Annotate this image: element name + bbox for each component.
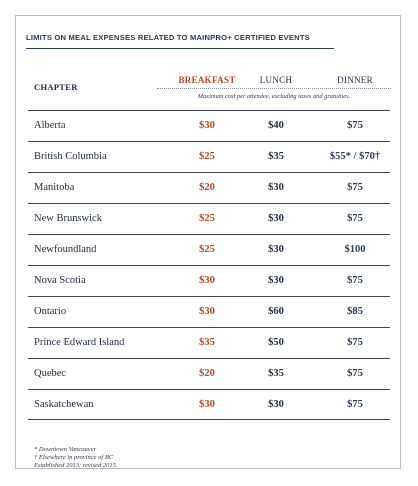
meal-limits-table-card: LIMITS ON MEAL EXPENSES RELATED TO MAINP… <box>15 15 401 469</box>
table-title: LIMITS ON MEAL EXPENSES RELATED TO MAINP… <box>26 33 310 42</box>
header-divider <box>157 88 391 89</box>
footnote-established: Established 2013; revised 2015. <box>34 462 118 469</box>
table-row: Ontario $30 $60 $85 <box>28 296 390 327</box>
footnote-downtown: * Downtown Vancouver <box>34 446 97 453</box>
table-row: Saskatchewan $30 $30 $75 <box>28 389 390 420</box>
breakfast-limit: $25 <box>199 151 215 162</box>
dinner-limit: $55* / $70† <box>329 151 381 162</box>
chapter-name: British Columbia <box>34 151 107 162</box>
dinner-limit: $75 <box>347 399 363 410</box>
lunch-limit: $35 <box>268 151 284 162</box>
breakfast-limit: $25 <box>199 213 215 224</box>
table-row: Newfoundland $25 $30 $100 <box>28 234 390 265</box>
column-header-dinner: DINNER <box>337 75 373 85</box>
dinner-limit: $75 <box>347 337 363 348</box>
chapter-name: Alberta <box>34 120 66 131</box>
lunch-limit: $30 <box>268 275 284 286</box>
lunch-limit: $30 <box>268 244 284 255</box>
cost-note: Maximum cost per attendee, excluding tax… <box>197 93 351 100</box>
lunch-limit: $60 <box>268 306 284 317</box>
footnote-elsewhere: † Elsewhere in province of BC <box>34 454 114 461</box>
breakfast-limit: $20 <box>199 368 215 379</box>
dinner-limit: $75 <box>347 368 363 379</box>
chapter-name: Nova Scotia <box>34 275 86 286</box>
lunch-limit: $40 <box>268 120 284 131</box>
table-row: Quebec $20 $35 $75 <box>28 358 390 389</box>
breakfast-limit: $30 <box>199 275 215 286</box>
chapter-name: Manitoba <box>34 182 75 193</box>
dinner-limit: $85 <box>347 306 363 317</box>
table-row: Alberta $30 $40 $75 <box>28 110 390 141</box>
table-row: Nova Scotia $30 $30 $75 <box>28 265 390 296</box>
chapter-name: Ontario <box>34 306 67 317</box>
column-header-chapter: CHAPTER <box>34 82 78 92</box>
lunch-limit: $50 <box>268 337 284 348</box>
dinner-limit: $75 <box>347 182 363 193</box>
breakfast-limit: $35 <box>199 337 215 348</box>
dinner-limit: $75 <box>347 120 363 131</box>
chapter-name: Prince Edward Island <box>34 337 125 348</box>
column-header-lunch: LUNCH <box>259 75 293 85</box>
table-row: New Brunswick $25 $30 $75 <box>28 203 390 234</box>
table-row: British Columbia $25 $35 $55* / $70† <box>28 141 390 172</box>
breakfast-limit: $30 <box>199 306 215 317</box>
lunch-limit: $35 <box>268 368 284 379</box>
breakfast-limit: $20 <box>199 182 215 193</box>
lunch-limit: $30 <box>268 213 284 224</box>
chapter-name: Newfoundland <box>34 244 97 255</box>
breakfast-limit: $30 <box>199 120 215 131</box>
dinner-limit: $75 <box>347 275 363 286</box>
dinner-limit: $100 <box>344 244 366 255</box>
lunch-limit: $30 <box>268 182 284 193</box>
chapter-name: Saskatchewan <box>34 399 94 410</box>
footnotes: * Downtown Vancouver † Elsewhere in prov… <box>34 446 118 470</box>
chapter-name: Quebec <box>34 368 67 379</box>
meal-limits-table: Alberta $30 $40 $75 British Columbia $25… <box>28 110 390 420</box>
breakfast-limit: $30 <box>199 399 215 410</box>
table-row: Prince Edward Island $35 $50 $75 <box>28 327 390 358</box>
lunch-limit: $30 <box>268 399 284 410</box>
title-underline <box>26 48 334 49</box>
column-header-breakfast: BREAKFAST <box>178 75 236 85</box>
breakfast-limit: $25 <box>199 244 215 255</box>
dinner-limit: $75 <box>347 213 363 224</box>
table-row: Manitoba $20 $30 $75 <box>28 172 390 203</box>
chapter-name: New Brunswick <box>34 213 102 224</box>
